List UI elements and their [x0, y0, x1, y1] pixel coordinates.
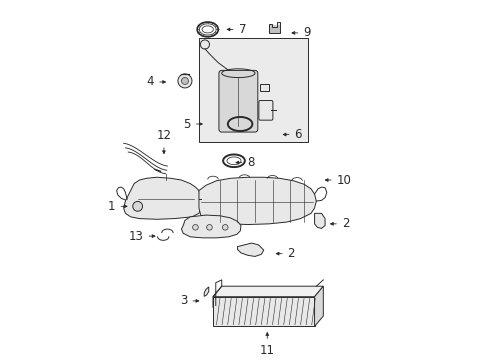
Polygon shape — [237, 243, 263, 256]
Bar — [213, 297, 314, 327]
Circle shape — [181, 77, 188, 84]
Text: 10: 10 — [336, 174, 351, 186]
Circle shape — [132, 202, 142, 211]
Bar — [199, 38, 307, 141]
Circle shape — [178, 74, 192, 88]
Text: 4: 4 — [146, 76, 154, 89]
Text: 2: 2 — [341, 217, 348, 230]
Bar — [260, 84, 269, 91]
Circle shape — [200, 40, 209, 49]
Text: 7: 7 — [238, 23, 245, 36]
Text: 2: 2 — [287, 247, 294, 260]
Text: 5: 5 — [183, 117, 190, 131]
Text: 9: 9 — [303, 26, 310, 39]
Text: 1: 1 — [108, 200, 115, 213]
Text: 11: 11 — [259, 344, 274, 357]
Polygon shape — [204, 287, 208, 296]
FancyBboxPatch shape — [258, 100, 272, 120]
Circle shape — [206, 225, 212, 230]
Circle shape — [192, 225, 198, 230]
Polygon shape — [199, 177, 316, 225]
Polygon shape — [181, 215, 241, 238]
Polygon shape — [314, 286, 323, 327]
Circle shape — [222, 225, 227, 230]
Polygon shape — [123, 177, 200, 219]
Text: 13: 13 — [128, 230, 143, 243]
FancyBboxPatch shape — [219, 71, 257, 132]
Polygon shape — [213, 286, 323, 297]
Polygon shape — [268, 22, 280, 33]
Text: 8: 8 — [247, 156, 254, 169]
Text: 12: 12 — [156, 129, 171, 142]
Text: 3: 3 — [180, 294, 187, 307]
Text: 6: 6 — [294, 128, 302, 141]
Polygon shape — [314, 213, 325, 228]
